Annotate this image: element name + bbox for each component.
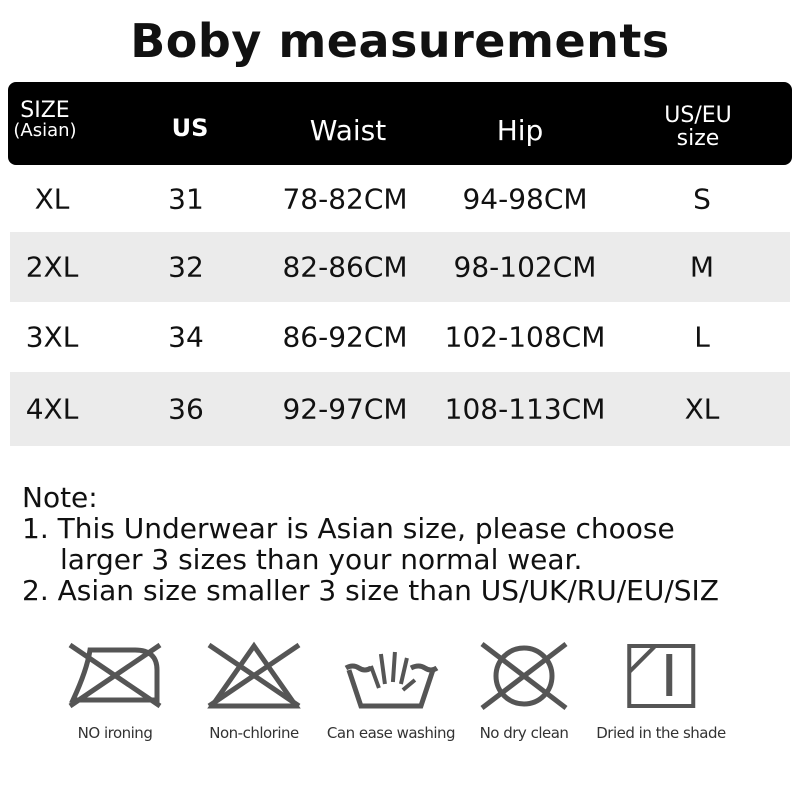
cell-hip: 98-102CM [453, 250, 597, 284]
notes: Note: 1. This Underwear is Asian size, p… [22, 482, 719, 606]
cell-us-eu-size: L [694, 320, 710, 354]
no-bleach-icon [207, 641, 301, 709]
header-us-eu-size: US/EU size [664, 103, 732, 152]
care-no-dry-clean: No dry clean [474, 640, 574, 742]
cell-hip: 108-113CM [444, 392, 606, 426]
cell-waist: 86-92CM [282, 320, 408, 354]
table-row: 3XL 34 86-92CM 102-108CM L [10, 302, 790, 372]
note-1: 1. This Underwear is Asian size, please … [22, 512, 675, 545]
page-title: Boby measurements [130, 14, 670, 68]
care-non-chlorine: Non-chlorine [204, 640, 304, 742]
care-hand-wash: Can ease washing [327, 640, 456, 742]
dry-in-shade-icon [627, 644, 695, 708]
cell-us-eu-size: M [689, 250, 715, 284]
cell-size: 4XL [25, 392, 79, 426]
header-size: SIZE (Asian) [13, 98, 77, 142]
table-row: 4XL 36 92-97CM 108-113CM XL [10, 372, 790, 446]
cell-waist: 82-86CM [282, 250, 408, 284]
cell-size: 2XL [25, 250, 79, 284]
header-us: US [171, 114, 209, 142]
note-1-cont: larger 3 sizes than your normal wear. [60, 543, 583, 576]
table-row: XL 31 78-82CM 94-98CM S [10, 165, 790, 232]
care-no-ironing: NO ironing [65, 640, 165, 742]
no-ironing-icon [68, 642, 162, 709]
care-dry-in-shade: Dried in the shade [596, 640, 726, 742]
cell-waist: 78-82CM [282, 181, 408, 215]
header-hip: Hip [496, 114, 544, 147]
cell-us-eu-size: S [693, 181, 711, 215]
table-header: SIZE (Asian) US Waist Hip US/EU size [8, 82, 792, 165]
cell-us: 36 [168, 392, 204, 426]
note-2: 2. Asian size smaller 3 size than US/UK/… [22, 574, 719, 607]
cell-us-eu-size: XL [684, 392, 720, 426]
cell-us: 32 [168, 250, 204, 284]
header-waist: Waist [309, 114, 387, 147]
notes-heading: Note: [22, 481, 98, 514]
cell-hip: 94-98CM [462, 181, 588, 215]
cell-hip: 102-108CM [444, 320, 606, 354]
table-row: 2XL 32 82-86CM 98-102CM M [10, 232, 790, 302]
hand-wash-icon [344, 651, 439, 709]
cell-us: 31 [168, 181, 204, 215]
cell-us: 34 [168, 320, 204, 354]
cell-waist: 92-97CM [282, 392, 408, 426]
no-dry-clean-icon [480, 642, 568, 710]
cell-size: XL [34, 181, 70, 215]
cell-size: 3XL [25, 320, 79, 354]
